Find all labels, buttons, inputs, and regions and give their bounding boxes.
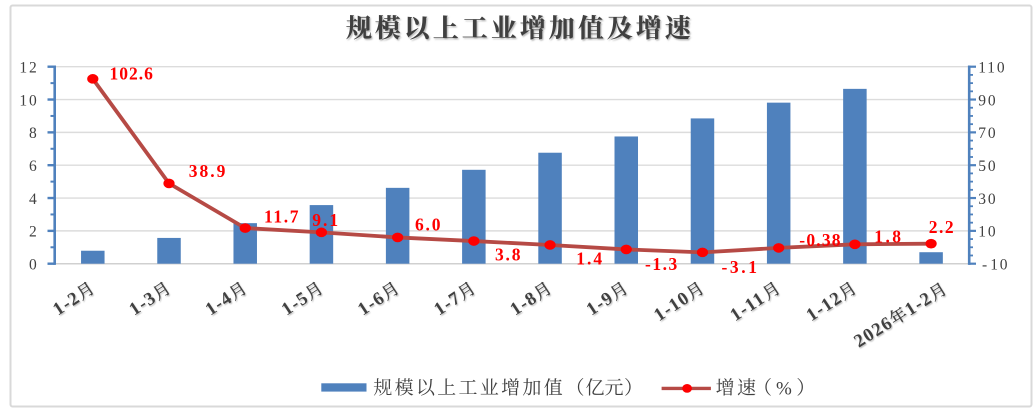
svg-text:2: 2 xyxy=(29,224,39,241)
svg-text:-0.38: -0.38 xyxy=(799,230,841,250)
svg-text:6: 6 xyxy=(29,158,39,175)
svg-text:-3.1: -3.1 xyxy=(722,257,760,277)
svg-text:11.7: 11.7 xyxy=(264,207,300,227)
svg-text:6.0: 6.0 xyxy=(415,215,442,235)
svg-text:70: 70 xyxy=(978,125,997,142)
svg-text:9.1: 9.1 xyxy=(312,210,340,230)
svg-text:1.8: 1.8 xyxy=(874,226,903,246)
svg-text:-: - xyxy=(982,257,989,274)
svg-text:30: 30 xyxy=(978,191,997,208)
svg-text:2.2: 2.2 xyxy=(929,217,955,237)
svg-text:10: 10 xyxy=(19,92,38,109)
svg-text:50: 50 xyxy=(978,158,997,175)
svg-text:90: 90 xyxy=(978,92,997,109)
svg-text:4: 4 xyxy=(29,191,39,208)
svg-text:3.8: 3.8 xyxy=(495,245,522,265)
svg-text:0: 0 xyxy=(29,257,39,274)
svg-text:-1.3: -1.3 xyxy=(645,254,679,274)
svg-text:1.4: 1.4 xyxy=(576,249,604,269)
svg-text:10: 10 xyxy=(978,224,997,241)
svg-text:8: 8 xyxy=(29,125,39,142)
svg-text:12: 12 xyxy=(19,60,38,77)
svg-text:%: % xyxy=(776,378,792,399)
svg-text:10: 10 xyxy=(990,257,1009,274)
svg-text:38.9: 38.9 xyxy=(189,161,228,181)
svg-text:110: 110 xyxy=(978,60,1006,77)
svg-text:102.6: 102.6 xyxy=(110,63,154,83)
